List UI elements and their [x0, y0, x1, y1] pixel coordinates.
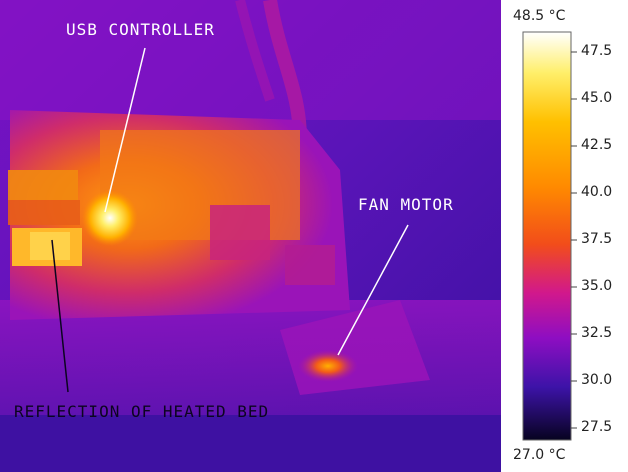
scale-tick-label: 27.5: [581, 419, 613, 435]
scale-tick-label: 45.0: [581, 90, 613, 106]
scale-max-label: 48.5 °C: [513, 8, 566, 24]
reflection-label: REFLECTION OF HEATED BED: [14, 402, 270, 421]
thermal-image: USB CONTROLLER FAN MOTOR REFLECTION OF H…: [0, 0, 501, 472]
scale-tick-label: 37.5: [581, 231, 613, 247]
fan-motor-label: FAN MOTOR: [358, 195, 454, 214]
scale-min-label: 27.0 °C: [513, 447, 566, 463]
temperature-scale: 48.5 °C 47.5 45.0 42.5 40.0 37.5 35.0 32.5 30.0…: [501, 0, 628, 472]
scale-tick-label: 35.0: [581, 278, 613, 294]
scale-tick-label: 32.5: [581, 325, 613, 341]
thermal-scene: [0, 0, 501, 472]
usb-controller-label: USB CONTROLLER: [66, 20, 215, 39]
color-bar: [522, 31, 577, 441]
color-bar-gradient: [522, 31, 572, 441]
scale-tick-label: 42.5: [581, 137, 613, 153]
scale-tick-label: 30.0: [581, 372, 613, 388]
scale-tick-label: 40.0: [581, 184, 613, 200]
scale-tick-label: 47.5: [581, 43, 613, 59]
